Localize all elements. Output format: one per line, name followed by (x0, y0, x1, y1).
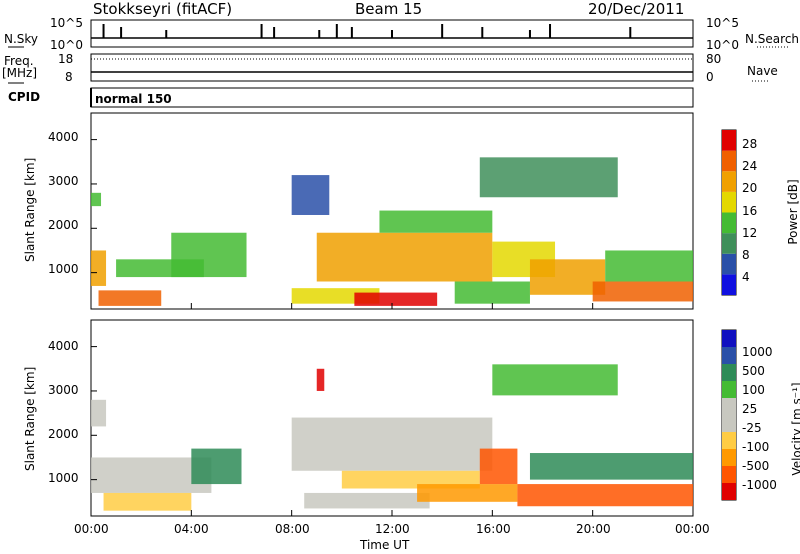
velocity-ytick-1000: 1000 (48, 471, 79, 485)
velocity-colorbar-segment-0 (722, 330, 736, 347)
velocity-cb-tick-m100: -100 (742, 440, 770, 454)
velocity-cb-tick-m500: -500 (742, 459, 770, 473)
nsearch-tick-top: 10^5 (706, 16, 739, 30)
nsearch-label: N.Search (745, 32, 800, 46)
power-ytick-4000: 4000 (48, 130, 79, 144)
nave-tick-bottom: 0 (706, 70, 714, 84)
velocity-region-9 (517, 484, 693, 507)
power-region-6 (354, 292, 438, 306)
velocity-colorbar-segment-9 (722, 483, 736, 500)
power-ytick-3000: 3000 (48, 174, 79, 188)
velocity-cb-tick-1000: 1000 (742, 345, 773, 359)
power-region-14 (291, 175, 330, 215)
velocity-colorbar-segment-8 (722, 466, 736, 483)
power-region-13 (605, 250, 693, 282)
power-colorbar-segment-4 (722, 191, 736, 213)
xtick-2400: 00:00 (675, 522, 710, 536)
velocity-cb-tick-25: 25 (742, 402, 758, 416)
nsky-label: N.Sky (4, 32, 39, 46)
xtick-1200: 12:00 (375, 522, 410, 536)
nsky-frame (90, 19, 694, 48)
velocity-region-5 (291, 417, 493, 471)
nsky-tick-bottom: 10^0 (50, 38, 83, 52)
power-cb-tick-28: 28 (742, 137, 758, 151)
velocity-colorbar-segment-2 (722, 364, 736, 381)
cpid-value: normal 150 (95, 92, 172, 106)
power-region-12 (592, 281, 693, 302)
freq-tick-top: 18 (58, 52, 74, 66)
xtick-2000: 20:00 (576, 522, 611, 536)
power-ytick-2000: 2000 (48, 218, 79, 232)
freq-tick-bottom: 8 (65, 70, 73, 84)
velocity-region-2 (103, 492, 192, 511)
velocity-cb-tick-m1000: -1000 (742, 478, 777, 492)
nsearch-tick-bottom: 10^0 (706, 38, 739, 52)
power-region-0 (91, 250, 107, 286)
velocity-colorbar-segment-1 (722, 347, 736, 364)
nave-label: Nave (747, 64, 778, 78)
freq-label: Freq. (4, 54, 34, 68)
power-cb-tick-24: 24 (742, 159, 758, 173)
velocity-ytick-4000: 4000 (48, 339, 79, 353)
xtick-0400: 04:00 (174, 522, 209, 536)
velocity-region-3 (191, 448, 242, 485)
power-colorbar-segment-5 (722, 171, 736, 192)
power-ytick-1000: 1000 (48, 262, 79, 276)
xaxis-label: Time UT (360, 538, 410, 552)
power-colorbar-segment-7 (722, 130, 736, 151)
power-region-11 (529, 259, 606, 295)
velocity-colorbar-segment-5 (722, 415, 736, 432)
velocity-colorbar-segment-7 (722, 449, 736, 466)
power-cb-tick-20: 20 (742, 181, 758, 195)
nsky-tick-top: 10^5 (50, 16, 83, 30)
power-cb-tick-4: 4 (742, 270, 750, 284)
station-title: Stokkseyri (fitACF) (93, 0, 233, 18)
velocity-region-4 (304, 492, 430, 509)
power-cb-tick-16: 16 (742, 204, 758, 218)
power-colorbar-segment-0 (722, 274, 736, 295)
power-region-9 (454, 281, 530, 304)
power-region-3 (171, 232, 247, 278)
power-region-1 (98, 290, 162, 306)
cpid-frame (90, 87, 694, 108)
velocity-region-7 (417, 484, 518, 502)
velocity-region-12 (316, 368, 325, 391)
power-cb-tick-8: 8 (742, 248, 750, 262)
power-region-7 (316, 232, 493, 282)
power-region-15 (479, 157, 618, 198)
xtick-1600: 16:00 (476, 522, 511, 536)
velocity-cb-tick-m25: -25 (742, 421, 762, 435)
velocity-region-11 (492, 364, 618, 396)
nave-tick-top: 80 (706, 52, 722, 66)
velocity-colorbar-segment-6 (722, 432, 736, 449)
velocity-ytick-2000: 2000 (48, 427, 79, 441)
velocity-ytick-3000: 3000 (48, 383, 79, 397)
power-colorbar-segment-6 (722, 150, 736, 172)
power-colorbar-segment-3 (722, 212, 736, 234)
velocity-colorbar-segment-3 (722, 381, 736, 398)
power-region-4 (91, 192, 102, 207)
velocity-region-8 (479, 448, 518, 485)
power-region-8 (379, 210, 493, 233)
beam-title: Beam 15 (355, 0, 423, 18)
velocity-cb-tick-500: 500 (742, 364, 765, 378)
cpid-label: CPID (8, 90, 41, 104)
velocity-region-0 (91, 399, 107, 427)
power-colorbar-segment-2 (722, 233, 736, 254)
date-title: 20/Dec/2011 (588, 0, 685, 18)
xtick-0000: 00:00 (74, 522, 109, 536)
freq-frame (90, 53, 694, 82)
velocity-colorbar-segment-4 (722, 398, 736, 415)
power-cb-tick-12: 12 (742, 226, 758, 240)
xtick-0800: 08:00 (275, 522, 310, 536)
velocity-region-10 (529, 453, 693, 480)
velocity-cb-tick-100: 100 (742, 383, 765, 397)
freq-unit: [MHz] (2, 66, 38, 80)
power-colorbar-segment-1 (722, 253, 736, 275)
